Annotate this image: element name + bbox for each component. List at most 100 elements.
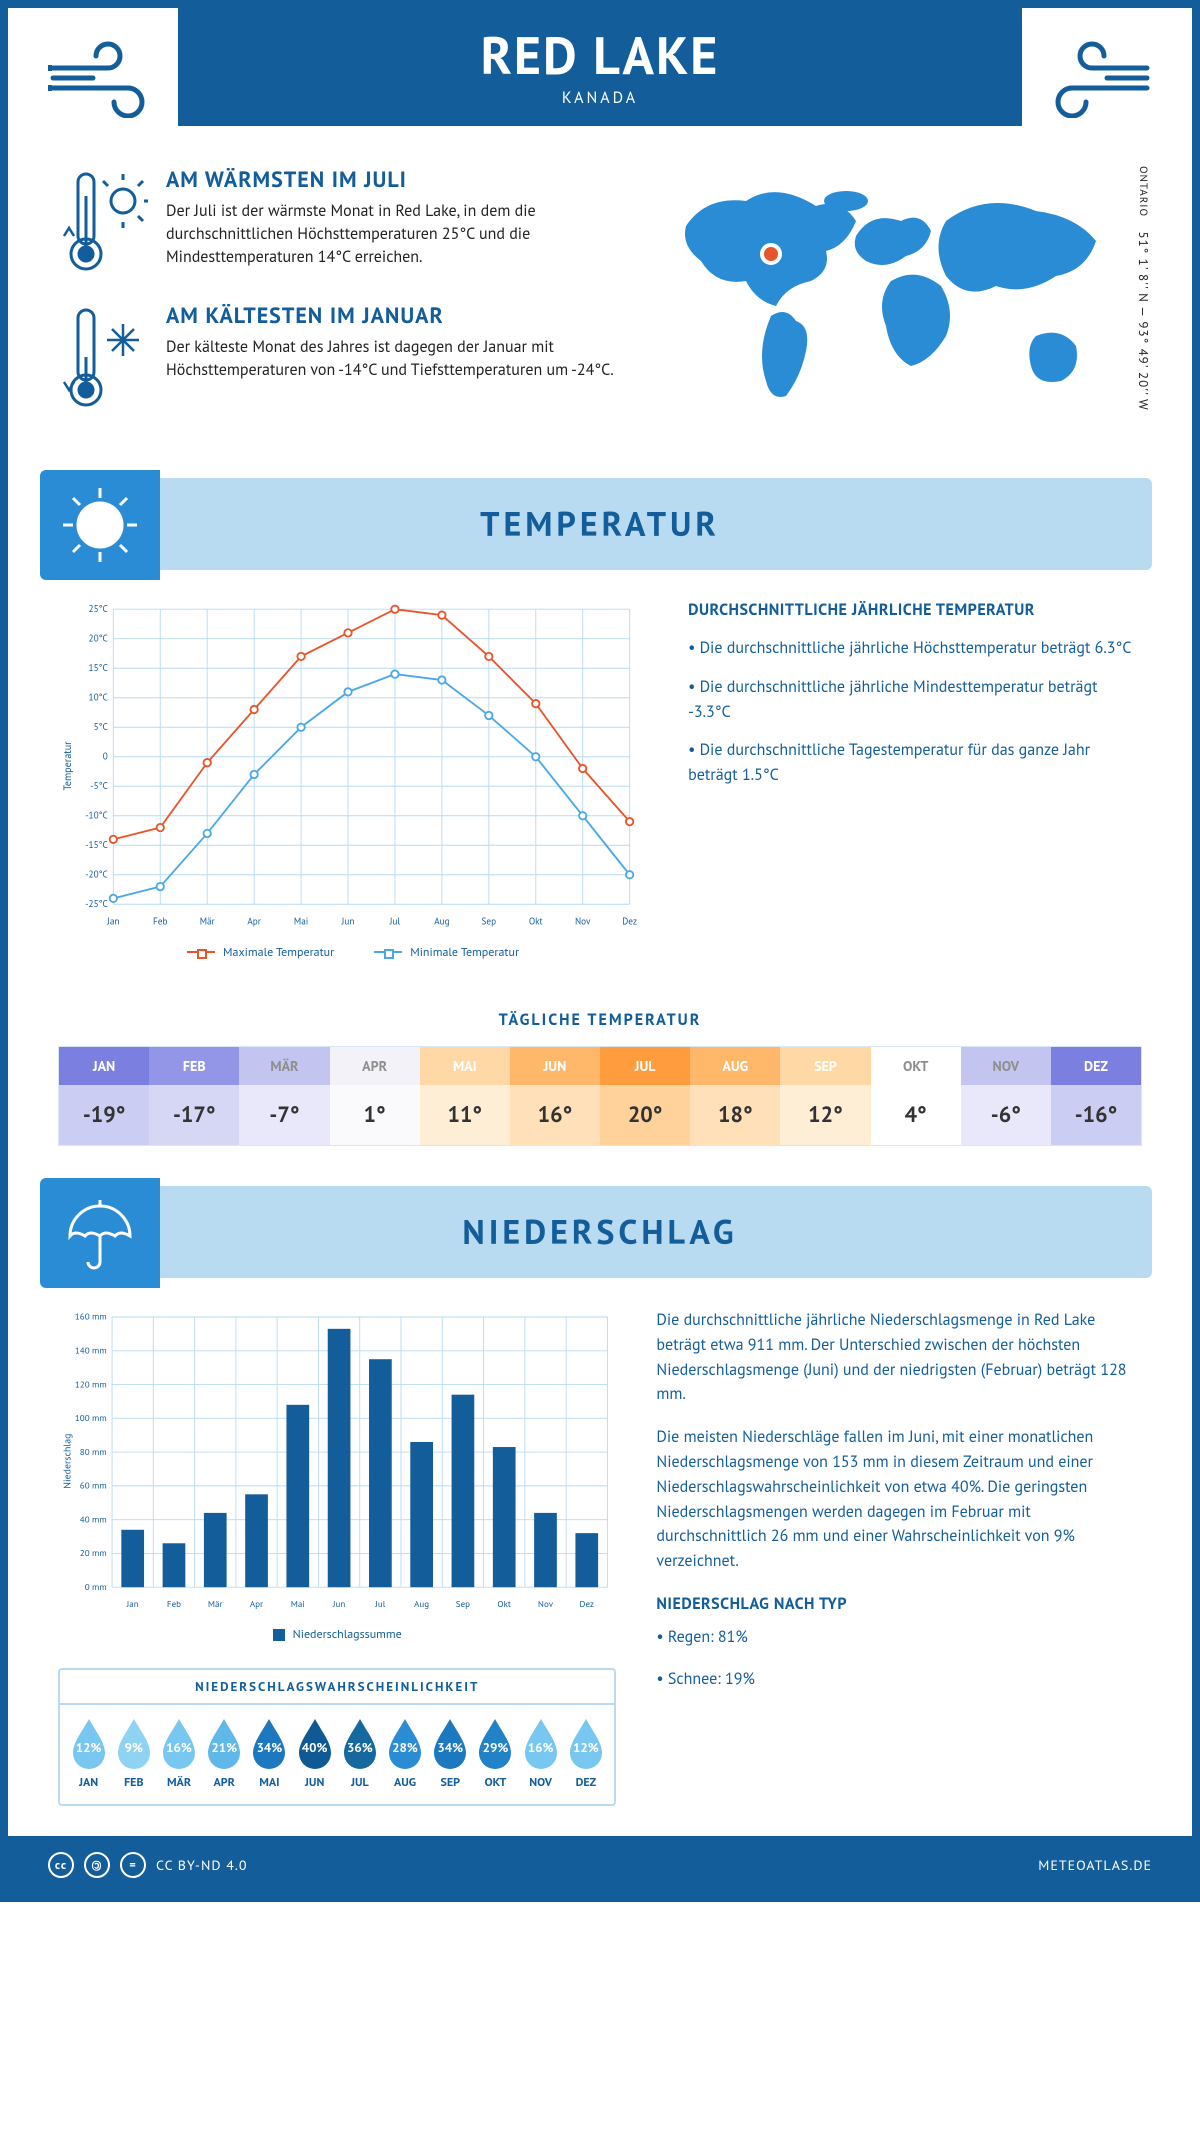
prob-cell: 34%MAI [247, 1717, 292, 1790]
daily-cell: OKT4° [871, 1047, 961, 1145]
temperature-banner: TEMPERATUR [48, 478, 1152, 570]
site-label: METEOATLAS.DE [1038, 1856, 1152, 1874]
by-icon: 🄯 [84, 1852, 110, 1878]
world-map [656, 166, 1136, 426]
precip-rain: • Regen: 81% [656, 1625, 1142, 1650]
svg-text:0 mm: 0 mm [85, 1582, 107, 1593]
footer: cc 🄯 = CC BY-ND 4.0 METEOATLAS.DE [8, 1836, 1192, 1894]
svg-text:5°C: 5°C [94, 721, 108, 733]
svg-text:Nov: Nov [538, 1599, 554, 1610]
prob-cell: 9%FEB [111, 1717, 156, 1790]
svg-text:Feb: Feb [167, 1599, 181, 1610]
prob-cell: 21%APR [202, 1717, 247, 1790]
legend-max: Maximale Temperatur [187, 945, 334, 960]
daily-cell: APR1° [330, 1047, 420, 1145]
svg-text:Temperatur: Temperatur [61, 741, 74, 791]
daily-cell: JUL20° [600, 1047, 690, 1145]
svg-text:Sep: Sep [456, 1599, 470, 1610]
precip-text-2: Die meisten Niederschläge fallen im Juni… [656, 1425, 1142, 1574]
avg-temp-3: • Die durchschnittliche Tagestemperatur … [688, 738, 1142, 788]
precipitation-banner: NIEDERSCHLAG [48, 1186, 1152, 1278]
daily-cell: JUN16° [510, 1047, 600, 1145]
svg-text:25°C: 25°C [89, 603, 108, 615]
warmest-fact: AM WÄRMSTEN IM JULI Der Juli ist der wär… [58, 166, 616, 276]
daily-cell: MAI11° [420, 1047, 510, 1145]
daily-temp-table: JAN-19°FEB-17°MÄR-7°APR1°MAI11°JUN16°JUL… [58, 1046, 1142, 1146]
svg-text:40 mm: 40 mm [80, 1514, 107, 1525]
umbrella-icon [40, 1178, 160, 1288]
svg-text:Jul: Jul [374, 1599, 385, 1610]
precipitation-chart: 0 mm20 mm40 mm60 mm80 mm100 mm120 mm140 … [58, 1308, 616, 1614]
svg-text:60 mm: 60 mm [80, 1481, 107, 1492]
svg-text:Okt: Okt [497, 1599, 511, 1610]
svg-text:80 mm: 80 mm [80, 1447, 107, 1458]
svg-text:Jan: Jan [106, 916, 119, 928]
temperature-chart: -25°C-20°C-15°C-10°C-5°C05°C10°C15°C20°C… [58, 600, 648, 960]
precipitation-probability: NIEDERSCHLAGSWAHRSCHEINLICHKEIT 12%JAN9%… [58, 1668, 616, 1806]
precipitation-title: NIEDERSCHLAG [462, 1210, 737, 1254]
svg-text:15°C: 15°C [89, 662, 108, 674]
daily-cell: DEZ-16° [1051, 1047, 1141, 1145]
cc-icon: cc [48, 1852, 74, 1878]
svg-text:-25°C: -25°C [85, 898, 108, 910]
svg-text:Sep: Sep [482, 916, 497, 928]
svg-text:Feb: Feb [153, 916, 167, 928]
prob-cell: 16%MÄR [156, 1717, 201, 1790]
legend-min: Minimale Temperatur [374, 945, 519, 960]
svg-text:Dez: Dez [580, 1599, 594, 1610]
coldest-text: Der kälteste Monat des Jahres ist dagege… [166, 336, 616, 382]
svg-text:-10°C: -10°C [85, 810, 108, 822]
daily-temp-title: TÄGLICHE TEMPERATUR [8, 1010, 1192, 1030]
svg-text:Apr: Apr [247, 916, 261, 928]
svg-text:10°C: 10°C [89, 691, 108, 703]
nd-icon: = [120, 1852, 146, 1878]
temperature-title: TEMPERATUR [480, 502, 720, 546]
warmest-text: Der Juli ist der wärmste Monat in Red La… [166, 200, 616, 270]
svg-text:100 mm: 100 mm [75, 1413, 107, 1424]
svg-text:Mär: Mär [208, 1599, 223, 1610]
svg-text:Mär: Mär [200, 916, 216, 928]
svg-text:Niederschlag: Niederschlag [61, 1433, 74, 1488]
prob-cell: 34%SEP [428, 1717, 473, 1790]
legend-precip: Niederschlagssumme [273, 1627, 402, 1642]
svg-text:Aug: Aug [434, 916, 449, 928]
svg-text:160 mm: 160 mm [75, 1312, 107, 1323]
prob-cell: 12%DEZ [563, 1717, 608, 1790]
coordinates: ONTARIO 51° 1' 8'' N — 93° 49' 20'' W [1135, 166, 1152, 426]
daily-cell: SEP12° [780, 1047, 870, 1145]
svg-text:Jul: Jul [389, 916, 401, 928]
svg-text:0: 0 [103, 751, 108, 763]
svg-text:20 mm: 20 mm [80, 1548, 107, 1559]
svg-text:-20°C: -20°C [85, 869, 108, 881]
prob-cell: 40%JUN [292, 1717, 337, 1790]
precip-text-1: Die durchschnittliche jährliche Niedersc… [656, 1308, 1142, 1407]
thermometer-sun-icon [58, 166, 148, 276]
prob-cell: 28%AUG [382, 1717, 427, 1790]
wind-icon [1032, 38, 1152, 118]
coldest-title: AM KÄLTESTEN IM JANUAR [166, 302, 616, 330]
warmest-title: AM WÄRMSTEN IM JULI [166, 166, 616, 194]
location-marker [762, 245, 780, 263]
coldest-fact: AM KÄLTESTEN IM JANUAR Der kälteste Mona… [58, 302, 616, 412]
avg-temp-2: • Die durchschnittliche jährliche Mindes… [688, 675, 1142, 725]
svg-text:-5°C: -5°C [90, 780, 108, 792]
svg-text:140 mm: 140 mm [75, 1345, 107, 1356]
svg-text:Nov: Nov [575, 916, 591, 928]
daily-cell: FEB-17° [149, 1047, 239, 1145]
svg-text:-15°C: -15°C [85, 839, 108, 851]
svg-text:Aug: Aug [414, 1599, 429, 1610]
prob-cell: 12%JAN [66, 1717, 111, 1790]
svg-text:Dez: Dez [622, 916, 637, 928]
svg-text:Jan: Jan [126, 1599, 139, 1610]
wind-icon [48, 38, 168, 118]
daily-cell: MÄR-7° [239, 1047, 329, 1145]
prob-cell: 16%NOV [518, 1717, 563, 1790]
country-label: KANADA [178, 88, 1022, 108]
svg-text:Mai: Mai [294, 916, 308, 928]
prob-cell: 29%OKT [473, 1717, 518, 1790]
precip-type-title: NIEDERSCHLAG NACH TYP [656, 1592, 1142, 1617]
daily-cell: NOV-6° [961, 1047, 1051, 1145]
avg-temp-title: DURCHSCHNITTLICHE JÄHRLICHE TEMPERATUR [688, 600, 1142, 620]
precip-snow: • Schnee: 19% [656, 1667, 1142, 1692]
sun-icon [40, 470, 160, 580]
